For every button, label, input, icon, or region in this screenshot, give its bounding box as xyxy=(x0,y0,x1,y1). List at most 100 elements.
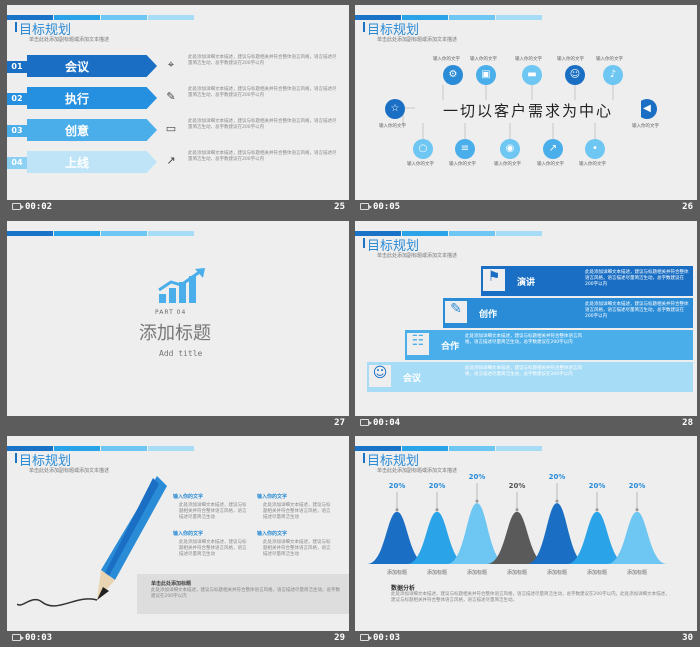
footer-description: 此处添加详细文本描述，建议与标题相关并符合整体语言风格，语言描述尽量简洁生动，总… xyxy=(151,588,340,599)
item-heading: 输入你的文字 xyxy=(173,531,204,537)
slide-card-27[interactable]: PART 04 添加标题 Add title 27 xyxy=(7,221,349,432)
circle-label: 输入你的文字 xyxy=(470,57,497,62)
slide-duration: 00:03 xyxy=(373,633,401,643)
step-description: 此处添加详细文本描述，建议与标题相关并符合整体语言风格，语言描述尽量简洁生动，总… xyxy=(585,302,689,319)
eye-icon: ◉ xyxy=(500,139,520,159)
item-band xyxy=(27,55,157,77)
peak-dot xyxy=(555,499,559,503)
pencil-icon: ✎ xyxy=(166,90,176,103)
item-label: 创意 xyxy=(65,124,90,138)
circle-label: 输入你的文字 xyxy=(433,57,460,62)
bottom-color-bar xyxy=(507,191,697,196)
slide-status-bar: 00:03 29 xyxy=(7,631,349,647)
item-band xyxy=(27,119,157,141)
footer-heading: 单击此处添加标题 xyxy=(151,581,192,587)
slide-number: 27 xyxy=(334,418,345,428)
pin-icon: ⌖ xyxy=(167,58,175,71)
slide-30: 目标规划 单击此处添加副标题或添加文本描述 20% 添加标题 20% 添加标题 20% 添… xyxy=(355,436,697,631)
item-number: 04 xyxy=(7,157,27,169)
slide-number: 29 xyxy=(334,633,345,643)
category-label: 添加标题 xyxy=(467,569,487,576)
data-label: 20% xyxy=(469,473,486,481)
peak-dot xyxy=(475,499,479,503)
watch-icon: ○ xyxy=(413,139,433,159)
peak-shape xyxy=(407,511,467,564)
analysis-description: 此处添加详细文本描述，建议与标题相关并符合整体语言风格，语言描述尽量简洁生动，总… xyxy=(391,592,670,603)
item-description: 此处添加详细文本描述，建议与标题相关并符合整体语言风格，语言描述尽量简洁生动 xyxy=(179,540,247,557)
category-label: 添加标题 xyxy=(427,569,447,576)
slide-title: 目标规划 xyxy=(14,450,71,469)
peak-dot xyxy=(595,508,599,512)
item-description: 此处添加详细文本描述，建议与标题相关并符合整体语言风格，语言描述尽量简洁生动 xyxy=(179,503,247,520)
item-description: 此处添加详细文本描述，建议与标题相关并符合整体语言风格，语言描述尽量简洁生动，总… xyxy=(188,87,337,98)
circle-label: 输入你的文字 xyxy=(494,162,521,167)
list-item: 04 上线 xyxy=(7,151,167,173)
item-label: 执行 xyxy=(65,92,90,106)
step-block: 创作 此处添加详细文本描述，建议与标题相关并符合整体语言风格，语言描述尽量简洁生… xyxy=(443,298,693,328)
peak-shape xyxy=(607,511,667,564)
slide-27: PART 04 添加标题 Add title xyxy=(7,221,349,416)
item-band xyxy=(27,151,157,173)
data-label: 20% xyxy=(509,482,526,490)
slide-status-bar: 00:05 26 xyxy=(355,200,697,216)
step-block: 合作 此处添加详细文本描述，建议与标题相关并符合整体语言风格，语言描述尽量简洁生… xyxy=(405,330,693,360)
camera-icon xyxy=(12,203,24,210)
part-label: PART 04 xyxy=(155,309,187,316)
lock-icon: ▣ xyxy=(476,65,496,85)
item-description: 此处添加详细文本描述，建议与标题相关并符合整体语言风格，语言描述尽量简洁生动 xyxy=(263,540,331,557)
slide-card-26[interactable]: 目标规划 单击此处添加副标题或添加文本描述 ⚙ ▣ ▬ ☺ ♪ ☆ xyxy=(355,5,697,216)
section-heading: 添加标题 xyxy=(139,323,211,344)
item-band xyxy=(27,87,157,109)
bottom-color-bar xyxy=(159,191,349,196)
slide-title: 目标规划 xyxy=(362,450,419,469)
circle-label: 输入你的文字 xyxy=(596,57,623,62)
slide-subtitle: 单击此处添加副标题或添加文本描述 xyxy=(29,468,110,474)
camera-icon xyxy=(360,419,372,426)
step-label: 合作 xyxy=(441,342,460,352)
slide-title: 目标规划 xyxy=(362,19,419,38)
slide-card-29[interactable]: 目标规划 单击此处添加副标题或添加文本描述 输入你的文字 此处添加详细文本描述，… xyxy=(7,436,349,647)
item-description: 此处添加详细文本描述，建议与标题相关并符合整体语言风格，语言描述尽量简洁生动，总… xyxy=(188,119,337,130)
item-description: 此处添加详细文本描述，建议与标题相关并符合整体语言风格，语言描述尽量简洁生动 xyxy=(263,503,331,520)
bottom-color-bar xyxy=(159,407,349,412)
item-heading: 输入你的文字 xyxy=(173,494,204,500)
step-label: 创作 xyxy=(479,310,498,320)
slide-subtitle: 单击此处添加副标题或添加文本描述 xyxy=(377,468,458,474)
slide-status-bar: 27 xyxy=(7,416,349,432)
center-slogan: 一切以客户需求为中心 xyxy=(415,100,641,120)
slide-subtitle: 单击此处添加副标题或添加文本描述 xyxy=(377,37,458,43)
chat-icon: ▬ xyxy=(522,65,542,85)
slide-title: 目标规划 xyxy=(14,19,71,38)
camera-icon xyxy=(12,634,24,641)
slide-card-30[interactable]: 目标规划 单击此处添加副标题或添加文本描述 20% 添加标题 20% 添加标题 20% 添… xyxy=(355,436,697,647)
top-color-bar xyxy=(7,221,197,236)
slide-number: 26 xyxy=(682,202,693,212)
slide-card-25[interactable]: 目标规划 单击此处添加副标题或添加文本描述 01 会议 02 执行 03 创意 … xyxy=(7,5,349,216)
list-item: 03 创意 xyxy=(7,119,167,141)
step-label: 会议 xyxy=(403,374,422,384)
sliders-icon: ≡ xyxy=(455,139,475,159)
data-label: 20% xyxy=(429,482,446,490)
peak-shape xyxy=(567,511,627,564)
user-icon: ☺ xyxy=(565,65,585,85)
circle-label: 输入你的文字 xyxy=(632,124,659,129)
meeting-icon: ☺ xyxy=(369,365,391,387)
data-label: 20% xyxy=(549,473,566,481)
slide-card-28[interactable]: 目标规划 单击此处添加副标题或添加文本描述 演讲 此处添加详细文本描述，建议与标… xyxy=(355,221,697,432)
circle-label: 输入你的文字 xyxy=(579,162,606,167)
peak-dot xyxy=(515,508,519,512)
circle-label: 输入你的文字 xyxy=(407,162,434,167)
slide-title: 目标规划 xyxy=(362,235,419,254)
category-label: 添加标题 xyxy=(587,569,607,576)
peak-shape xyxy=(527,503,587,564)
step-description: 此处添加详细文本描述，建议与标题相关并符合整体语言风格，语言描述尽量简洁生动，总… xyxy=(585,270,689,287)
analysis-heading: 数据分析 xyxy=(391,585,416,592)
list-item: 02 执行 xyxy=(7,87,167,109)
list-item: 01 会议 xyxy=(7,55,167,77)
item-description: 此处添加详细文本描述，建议与标题相关并符合整体语言风格，语言描述尽量简洁生动，总… xyxy=(188,151,337,162)
handshake-icon: ☷ xyxy=(407,333,429,355)
item-number: 01 xyxy=(7,61,27,73)
music-icon: ♪ xyxy=(603,65,623,85)
gear-icon: ⚙ xyxy=(443,65,463,85)
step-description: 此处添加详细文本描述，建议与标题相关并符合整体语言风格，语言描述尽量简洁生动，总… xyxy=(465,366,582,377)
